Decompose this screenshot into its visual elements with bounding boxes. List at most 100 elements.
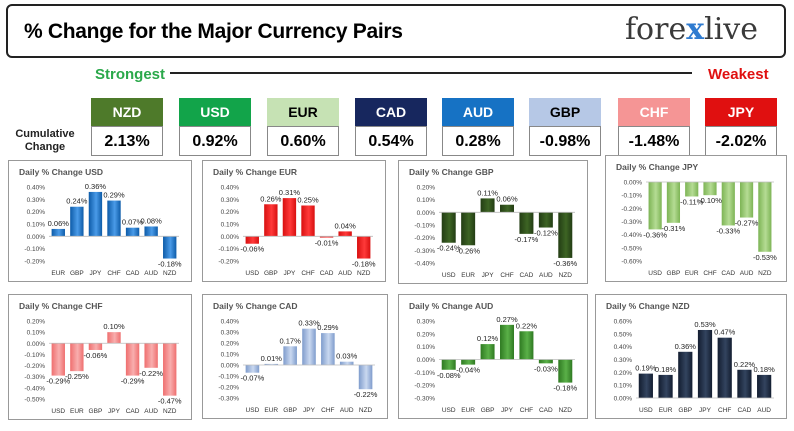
data-label: -0.12%	[534, 229, 558, 238]
x-tick-label: JPY	[303, 407, 316, 414]
chart-panel-7: Daily % Change NZD 0.60% 0.50% 0.40% 0.30% 0.…	[595, 294, 787, 419]
y-tick-label: 0.20%	[417, 331, 436, 338]
y-tick-label: -0.10%	[621, 193, 642, 200]
bar-usd	[648, 182, 662, 230]
bar-usd	[51, 343, 65, 376]
x-tick-label: CAD	[539, 407, 553, 414]
x-tick-label: GBP	[283, 407, 297, 414]
forexlive-logo: forexlive	[624, 12, 758, 47]
y-tick-label: -0.50%	[621, 245, 642, 252]
bar-chf	[107, 200, 121, 237]
bar-nzd	[163, 236, 177, 259]
y-tick-label: 0.10%	[417, 344, 436, 351]
y-tick-label: -0.10%	[24, 246, 45, 253]
y-tick-label: 0.00%	[27, 341, 46, 348]
data-label: -0.06%	[84, 351, 108, 360]
data-label: 0.18%	[754, 365, 776, 374]
chart-svg: Daily % Change CAD 0.40% 0.30% 0.20% 0.10% 0.…	[213, 301, 378, 414]
bar-gbp	[88, 343, 103, 350]
chart-panel-1: Daily % Change EUR 0.40% 0.30% 0.20% 0.10% 0.…	[202, 160, 386, 282]
y-tick-label: -0.20%	[218, 385, 239, 392]
x-tick-label: CHF	[500, 272, 513, 279]
bar-jpy	[282, 198, 297, 237]
data-label: -0.29%	[46, 377, 70, 386]
currency-code: AUD	[442, 98, 514, 126]
data-label: 0.47%	[714, 328, 736, 337]
bar-jpy	[107, 332, 121, 344]
x-tick-label: USD	[245, 270, 259, 277]
chart-title: Daily % Change JPY	[616, 162, 699, 172]
chart-title: Daily % Change CHF	[19, 301, 103, 311]
bar-jpy	[480, 198, 495, 213]
x-tick-label: NZD	[163, 270, 177, 277]
bar-cad	[319, 236, 334, 238]
x-tick-label: AUD	[144, 270, 158, 277]
bar-cad	[125, 227, 140, 237]
y-tick-label: -0.40%	[24, 385, 45, 392]
bar-chf	[321, 333, 335, 365]
chart-title: Daily % Change CAD	[213, 301, 298, 311]
y-tick-label: 0.20%	[417, 185, 436, 192]
chart-svg: Daily % Change AUD0.30%0.20%0.10%0.00%-0…	[409, 301, 577, 414]
data-label: 0.04%	[335, 221, 357, 230]
data-label: -0.17%	[515, 235, 539, 244]
data-label: 0.36%	[85, 182, 107, 191]
x-tick-label: EUR	[461, 272, 475, 279]
bar-aud	[339, 361, 354, 365]
bar-aud	[338, 231, 352, 237]
x-tick-label: USD	[246, 407, 260, 414]
chart-svg: Daily % Change CHF 0.20% 0.10% 0.00% -0.10% -…	[19, 301, 182, 415]
currency-cumulative-value: 0.92%	[179, 126, 251, 156]
data-label: -0.06%	[240, 245, 264, 254]
data-label: -0.31%	[662, 224, 686, 233]
bar-jpy	[697, 329, 713, 398]
bar-aud	[739, 182, 754, 218]
x-tick-label: JPY	[89, 270, 102, 277]
y-tick-label: 0.00%	[417, 210, 436, 217]
y-tick-label: -0.20%	[414, 383, 435, 390]
y-tick-label: -0.20%	[621, 206, 642, 213]
currency-box-eur: EUR 0.60%	[267, 98, 339, 156]
data-label: 0.33%	[298, 319, 320, 328]
currency-box-usd: USD 0.92%	[179, 98, 251, 156]
x-tick-label: JPY	[699, 407, 712, 414]
currency-cumulative-value: 2.13%	[91, 126, 163, 156]
data-label: 0.53%	[694, 320, 716, 329]
data-label: 0.29%	[103, 191, 125, 200]
bar-nzd	[358, 365, 373, 390]
data-label: 0.24%	[66, 197, 88, 206]
data-label: 0.29%	[317, 323, 339, 332]
y-tick-label: 0.20%	[221, 341, 240, 348]
y-tick-label: 0.00%	[614, 396, 633, 403]
y-tick-label: 0.30%	[221, 330, 240, 337]
data-label: 0.10%	[103, 322, 125, 331]
y-tick-label: -0.30%	[218, 396, 239, 403]
currency-code: EUR	[267, 98, 339, 126]
data-label: -0.26%	[456, 246, 480, 255]
y-tick-label: 0.10%	[27, 222, 46, 229]
y-tick-label: -0.30%	[414, 396, 435, 403]
y-tick-label: 0.10%	[417, 197, 436, 204]
y-tick-label: 0.30%	[221, 197, 240, 204]
y-tick-label: 0.60%	[614, 319, 633, 326]
data-label: 0.26%	[260, 194, 282, 203]
y-tick-label: 0.20%	[221, 209, 240, 216]
data-label: -0.24%	[437, 244, 461, 253]
x-tick-label: GBP	[89, 408, 103, 415]
weakest-label: Weakest	[708, 66, 769, 83]
currency-code: NZD	[91, 98, 163, 126]
data-label: -0.01%	[315, 239, 339, 248]
bar-aud	[144, 226, 158, 237]
x-tick-label: JPY	[108, 408, 121, 415]
data-label: -0.03%	[534, 364, 558, 373]
x-tick-label: CHF	[301, 270, 314, 277]
y-tick-label: 0.30%	[614, 357, 633, 364]
currency-box-gbp: GBP -0.98%	[529, 98, 601, 156]
x-tick-label: USD	[51, 408, 65, 415]
bar-aud	[538, 212, 553, 228]
bar-gbp	[283, 346, 297, 365]
bar-usd	[245, 236, 259, 244]
data-label: 0.36%	[675, 342, 697, 351]
x-tick-label: NZD	[758, 270, 772, 277]
bar-eur	[658, 374, 673, 398]
